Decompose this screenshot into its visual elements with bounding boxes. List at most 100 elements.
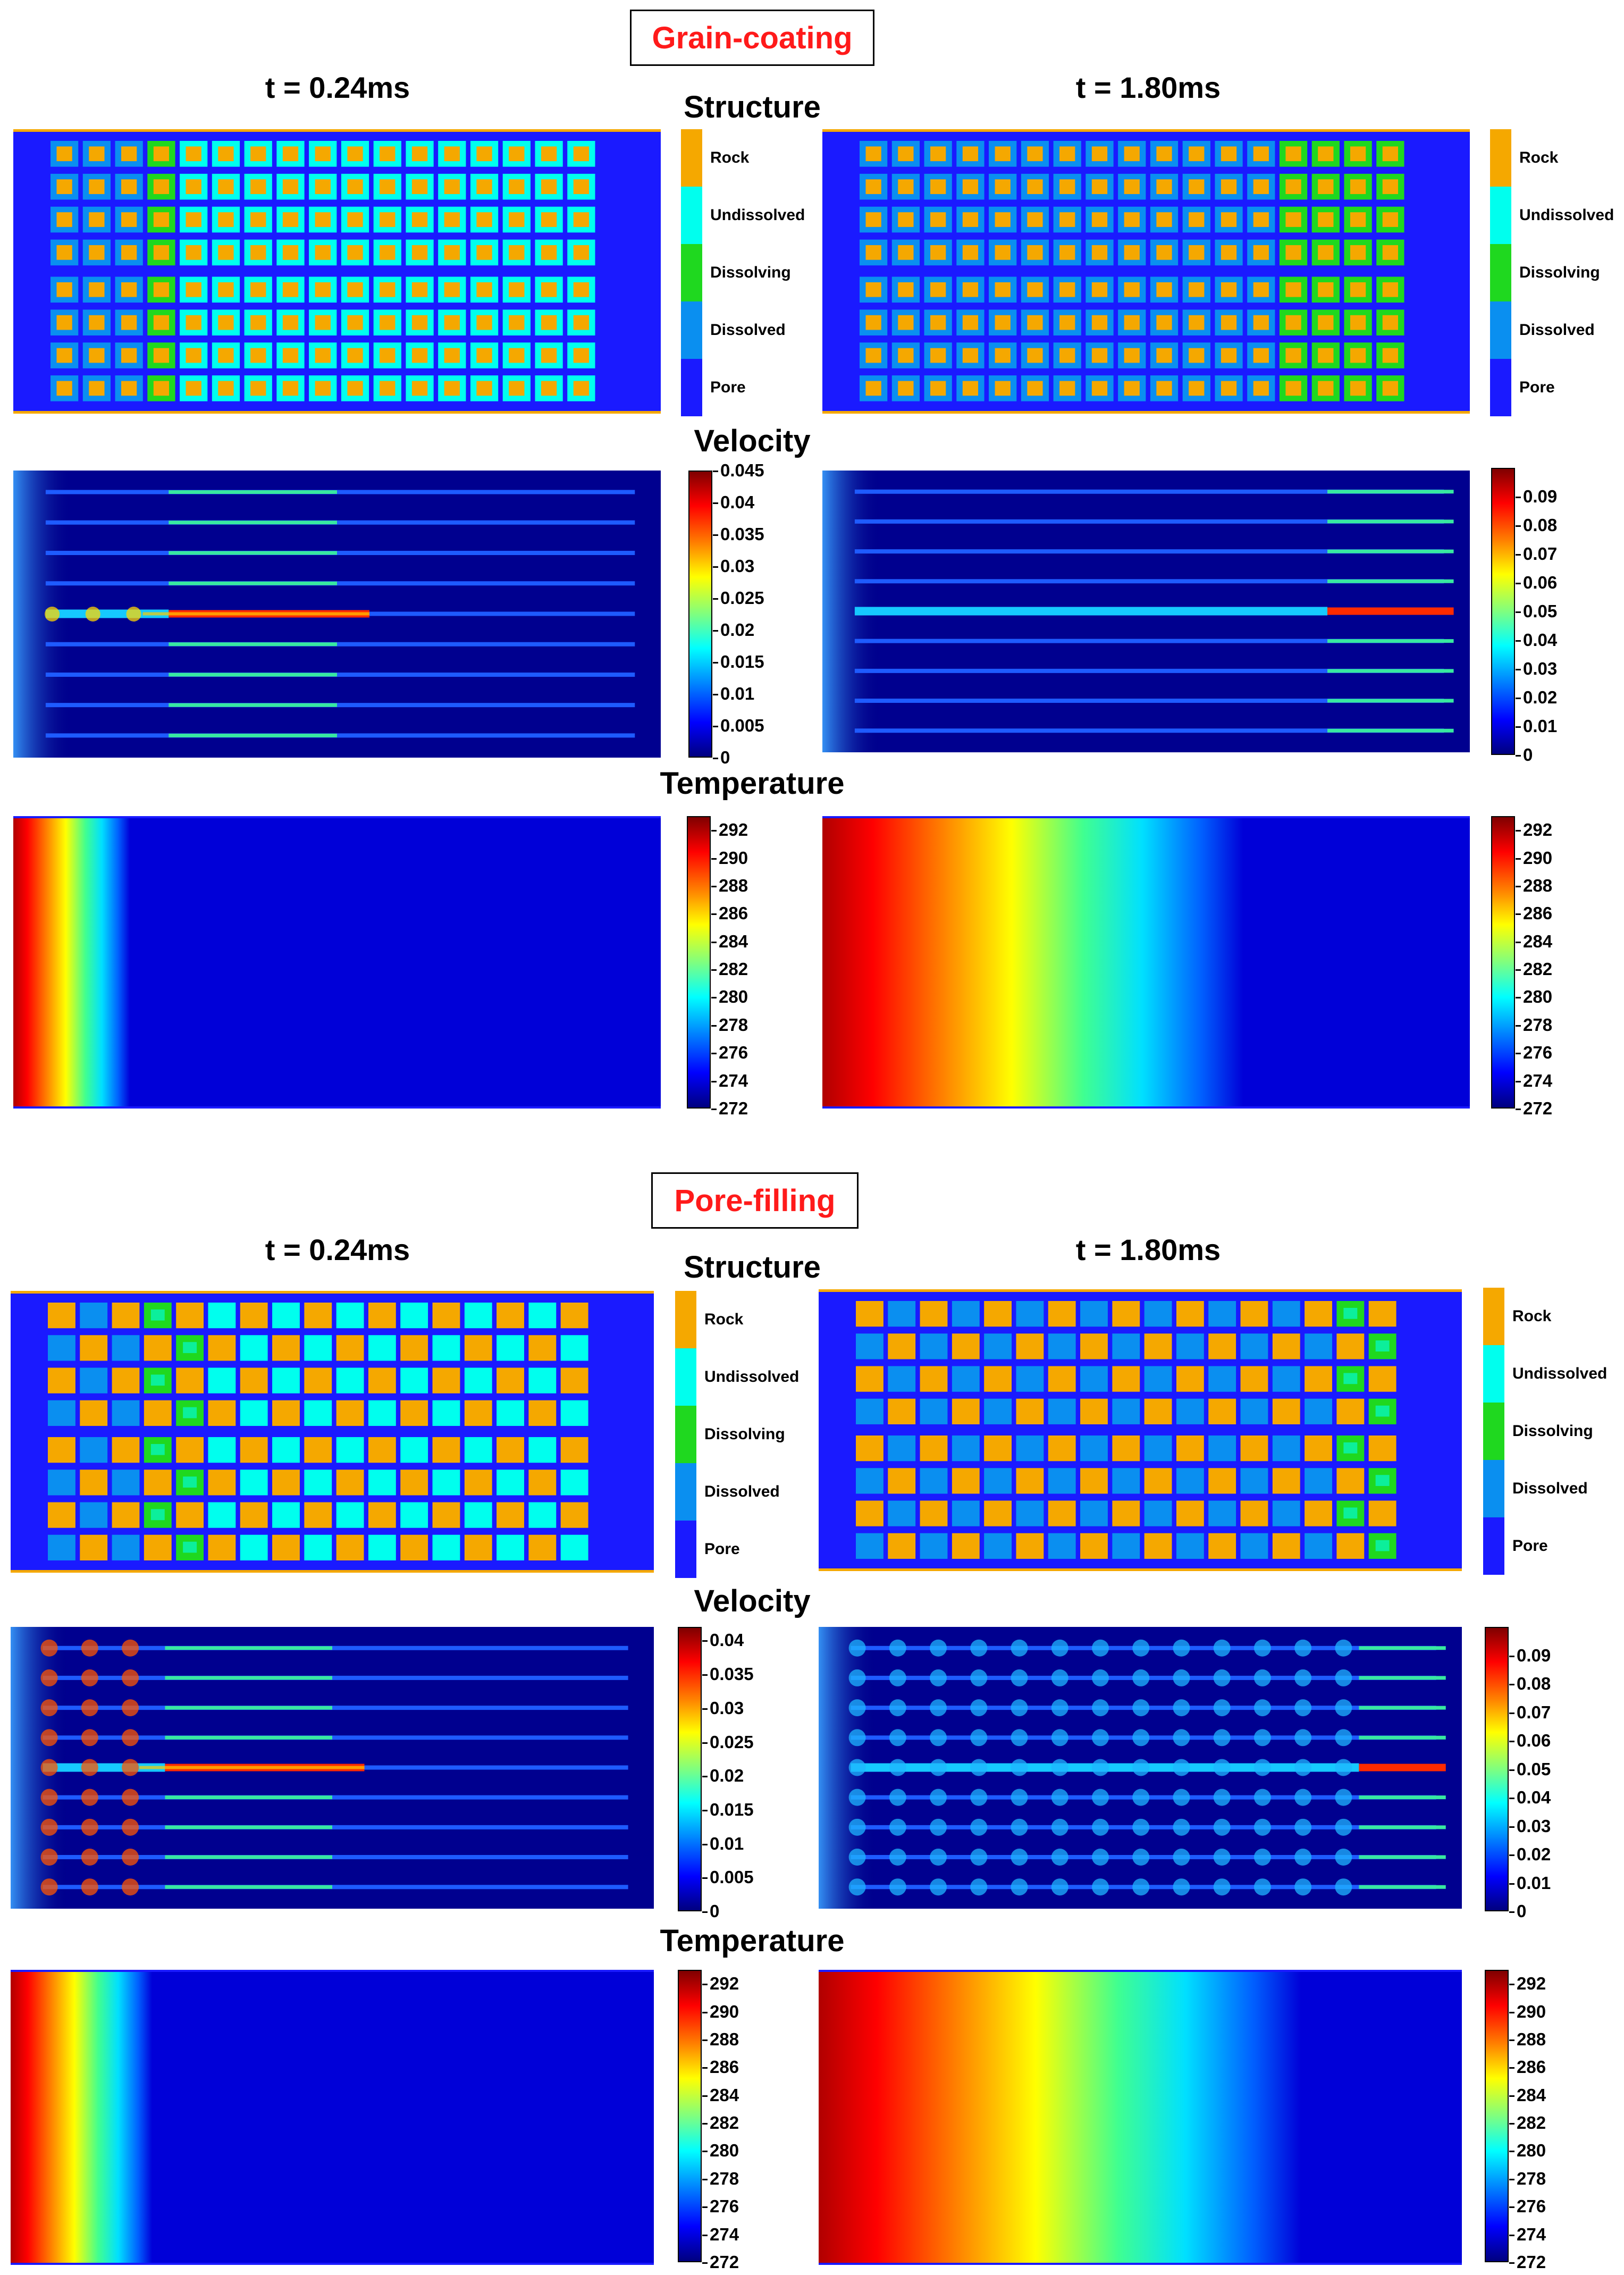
grain-grid [860,141,1404,401]
legend-swatch-pore [681,359,702,416]
legend-label-dissolving: Dissolving [1512,1422,1593,1440]
legend-swatch-dissolved [1483,1460,1504,1517]
temperature-tick-label: 284 [711,931,748,951]
temperature-map-grain-t180 [822,816,1470,1109]
temperature-tick-label: 288 [1515,875,1553,895]
velocity-tick-label: 0.005 [702,1867,754,1887]
time-label-pore-right: t = 1.80ms [1075,1233,1221,1266]
legend-label-dissolved: Dissolved [1519,321,1595,339]
velocity-tick-label: 0 [702,1901,720,1921]
legend-swatch-dissolved [681,301,702,359]
velocity-tick-label: 0.02 [712,620,755,640]
velocity-tick-label: 0 [1515,745,1533,765]
velocity-tick-label: 0.03 [1509,1816,1551,1836]
velocity-tick-label: 0.01 [1515,716,1558,736]
temperature-tick-label: 274 [711,1070,748,1090]
velocity-tick-label: 0.04 [702,1630,744,1650]
temperature-tick-label: 278 [711,1014,748,1035]
temperature-tick-label: 282 [1509,2113,1546,2133]
temperature-tick-label: 286 [1509,2057,1546,2077]
temperature-tick-label: 290 [1509,2001,1546,2021]
velocity-tick-label: 0.035 [702,1664,754,1684]
temperature-colorbar-grain-left: 292 290 288 286 284 282 280 278 276 274 272 [687,816,748,1118]
temperature-colorbar-gradient [1485,1970,1509,2262]
velocity-tick-label: 0.005 [713,716,764,735]
section-title-pore-filling: Pore-filling [651,1172,859,1229]
temperature-tick-label: 276 [1515,1043,1553,1063]
time-label-grain-left: t = 0.24ms [265,71,410,104]
temperature-tick-label: 276 [702,2196,739,2217]
temperature-tick-label: 276 [711,1043,748,1063]
time-label-pore-left: t = 0.24ms [265,1233,410,1266]
row-label-velocity-grain: Velocity [694,424,811,458]
legend-swatch-rock [1483,1288,1504,1345]
legend-label-dissolving: Dissolving [1519,264,1600,281]
temperature-tick-label: 284 [702,2085,739,2105]
velocity-tick-label: 0.04 [1509,1787,1551,1807]
velocity-tick-label: 0 [1509,1901,1527,1921]
temperature-tick-label: 272 [1509,2252,1546,2272]
temperature-tick-label: 274 [702,2224,739,2244]
legend-label-rock: Rock [1519,149,1559,166]
velocity-colorbar-grain-right: 0.09 0.08 0.07 0.06 0.05 0.04 0.03 0.02 0.01 0 [1491,468,1557,765]
velocity-tick-label: 0.04 [712,492,755,512]
velocity-colorbar-pore-right: 0.09 0.08 0.07 0.06 0.05 0.04 0.03 0.02 0.01 0 [1485,1627,1551,1921]
temperature-tick-label: 288 [1509,2029,1546,2049]
temperature-tick-label: 284 [1515,931,1553,951]
velocity-colorbar-pore-left: 0.04 0.035 0.03 0.025 0.02 0.015 0.01 0.005 0 [678,1627,754,1921]
grain-grid [48,1303,588,1560]
temperature-tick-label: 274 [1515,1070,1553,1090]
temperature-tick-label: 286 [1515,903,1553,924]
temperature-tick-label: 280 [702,2140,739,2161]
legend-label-dissolving: Dissolving [704,1425,785,1443]
temperature-tick-label: 278 [1515,1014,1553,1035]
temperature-tick-label: 292 [1509,1974,1546,1994]
velocity-tick-label: 0.07 [1515,544,1558,564]
legend-swatch-dissolving [1483,1403,1504,1460]
velocity-tick-label: 0.03 [1515,659,1558,678]
legend-swatch-undissolved [1490,187,1511,244]
temperature-colorbar-grain-right: 292 290 288 286 284 282 280 278 276 274 272 [1491,816,1552,1118]
temperature-tick-label: 292 [1515,820,1553,840]
temperature-tick-label: 286 [711,903,748,924]
row-label-velocity-pore: Velocity [694,1584,811,1618]
legend-swatch-rock [675,1291,696,1348]
velocity-tick-label: 0.015 [713,652,764,671]
row-label-structure-grain: Structure [684,90,821,124]
velocity-tick-label: 0.09 [1515,486,1558,506]
legend-label-rock: Rock [710,149,750,166]
temperature-colorbar-gradient [687,816,711,1109]
legend-label-dissolved: Dissolved [1512,1480,1588,1497]
legend-label-undissolved: Undissolved [1512,1365,1608,1382]
temperature-tick-label: 272 [711,1098,748,1118]
temperature-tick-label: 288 [702,2029,739,2049]
temperature-map-pore-t024 [11,1970,654,2265]
legend-swatch-undissolved [675,1348,696,1406]
temperature-colorbar-pore-left: 292 290 288 286 284 282 280 278 276 274 272 [678,1970,739,2272]
row-label-temperature-grain: Temperature [660,766,845,801]
legend-label-pore: Pore [710,379,746,396]
legend-swatch-dissolving [1490,244,1511,301]
temperature-tick-label: 272 [1515,1098,1553,1118]
velocity-tick-label: 0.03 [702,1698,744,1718]
temperature-tick-label: 284 [1509,2085,1546,2105]
temperature-map-grain-t024 [13,816,661,1109]
velocity-colorbar-gradient [688,471,712,758]
legend-label-pore: Pore [1512,1537,1548,1555]
temperature-tick-label: 290 [1515,847,1553,868]
velocity-tick-label: 0.06 [1509,1731,1551,1750]
velocity-tick-label: 0.09 [1509,1645,1551,1665]
velocity-tick-label: 0.05 [1515,601,1558,621]
temperature-colorbar-gradient [1491,816,1515,1109]
velocity-tick-label: 0.08 [1509,1674,1551,1693]
velocity-map-grain-t180 [822,471,1470,752]
velocity-tick-label: 0.045 [713,460,764,480]
velocity-tick-label: 0.035 [713,524,764,544]
grain-grid [856,1301,1396,1559]
velocity-tick-label: 0 [712,748,730,767]
legend-swatch-dissolving [675,1406,696,1463]
temperature-tick-label: 282 [702,2113,739,2133]
legend-label-pore: Pore [1519,379,1555,396]
temperature-tick-label: 272 [702,2252,739,2272]
legend-label-dissolving: Dissolving [710,264,791,281]
